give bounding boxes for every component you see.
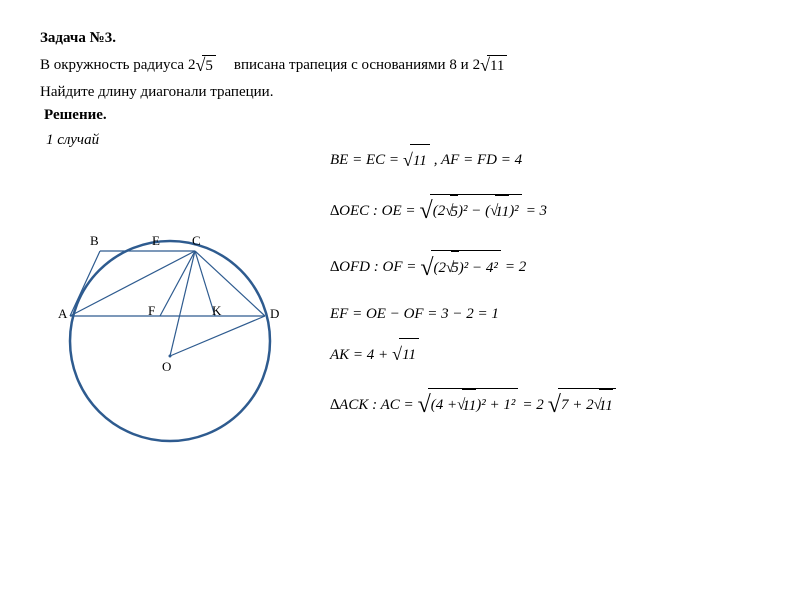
eq2-result: = 3 bbox=[526, 195, 547, 228]
statement-text1: В окружность радиуса bbox=[40, 55, 184, 76]
equation-6: ∆ACK : AC = √(4 + √11)² + 1² = 2 √7 + 2√… bbox=[330, 379, 616, 432]
base2-value: 2√11 bbox=[473, 53, 508, 78]
circle bbox=[70, 241, 270, 441]
problem-title: Задача №3. bbox=[40, 30, 760, 47]
label-a: A bbox=[58, 306, 67, 322]
eq2-prefix: ∆OEC : OE = bbox=[330, 195, 416, 228]
label-k: K bbox=[212, 303, 221, 319]
eq6-prefix: ∆ACK : AC = bbox=[330, 389, 414, 422]
line-ab bbox=[70, 251, 100, 316]
label-c: C bbox=[192, 233, 201, 249]
problem-statement-line1: В окружность радиуса 2√5 вписана трапеци… bbox=[40, 53, 760, 78]
equation-5: AK = 4 + √11 bbox=[330, 335, 616, 375]
diagram: A B C D E F K O bbox=[40, 181, 300, 481]
solution-title: Решение. bbox=[44, 107, 760, 124]
label-e: E bbox=[152, 233, 160, 249]
label-d: D bbox=[270, 306, 279, 322]
line-od bbox=[170, 316, 265, 356]
eq1-prefix: BE = EC = bbox=[330, 144, 399, 177]
center-point bbox=[169, 355, 172, 358]
equations: BE = EC = √11 , AF = FD = 4 ∆OEC : OE = … bbox=[330, 141, 616, 481]
equation-3: ∆OFD : OF = √(2√5)² − 4² = 2 bbox=[330, 242, 616, 295]
geometry-svg bbox=[40, 181, 300, 461]
equation-1: BE = EC = √11 , AF = FD = 4 bbox=[330, 141, 616, 181]
statement-text3: Найдите длину диагонали трапеции. bbox=[40, 82, 273, 103]
eq6-mid: = 2 bbox=[522, 389, 543, 422]
eq3-result: = 2 bbox=[505, 251, 526, 284]
equation-2: ∆OEC : OE = √(2√5)² − (√11)² = 3 bbox=[330, 185, 616, 238]
equation-4: EF = OE − OF = 3 − 2 = 1 bbox=[330, 298, 616, 331]
eq4-text: EF = OE − OF = 3 − 2 = 1 bbox=[330, 298, 499, 331]
label-f: F bbox=[148, 303, 155, 319]
label-o: O bbox=[162, 359, 171, 375]
label-b: B bbox=[90, 233, 99, 249]
line-oc bbox=[170, 251, 195, 356]
eq1-suffix: , AF = FD = 4 bbox=[434, 144, 522, 177]
radius-value: 2√5 bbox=[188, 53, 216, 78]
statement-text2: вписана трапеция с основаниями 8 и bbox=[234, 55, 469, 76]
eq5-prefix: AK = 4 + bbox=[330, 339, 388, 372]
eq3-prefix: ∆OFD : OF = bbox=[330, 251, 416, 284]
problem-statement-line2: Найдите длину диагонали трапеции. bbox=[40, 82, 760, 103]
